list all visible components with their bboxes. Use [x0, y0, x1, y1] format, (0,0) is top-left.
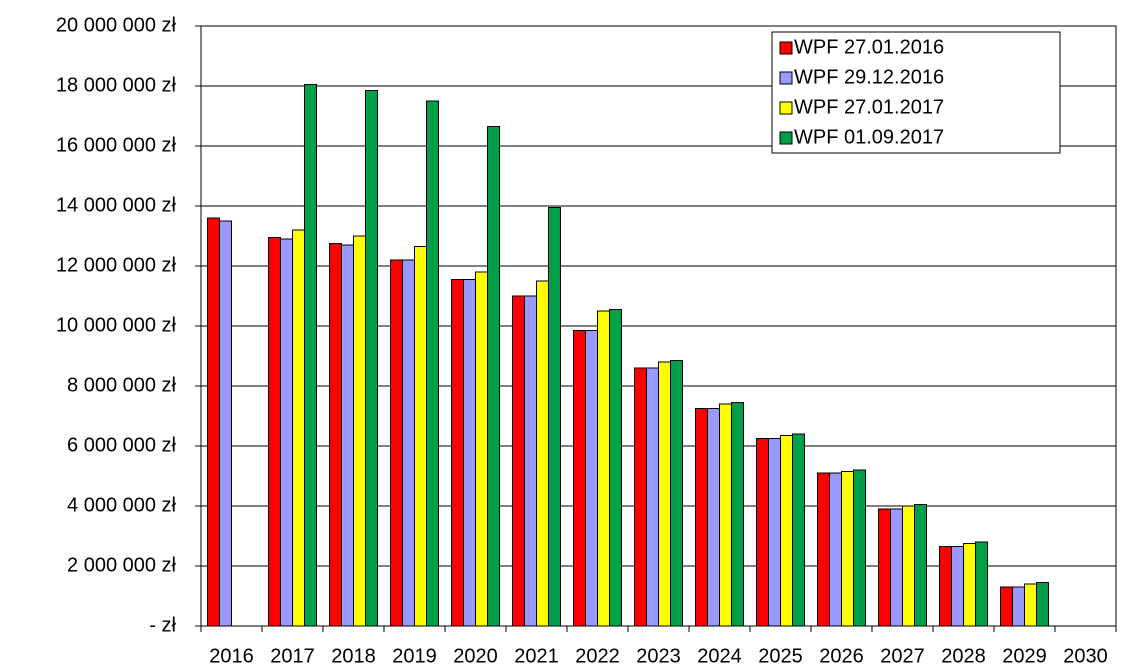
bar [829, 472, 842, 627]
y-tick-label: - zł [149, 614, 176, 636]
bar [646, 367, 659, 627]
y-tick-label: 4 000 000 zł [67, 494, 177, 516]
bar [548, 207, 561, 627]
bar [536, 280, 549, 627]
y-tick-label: 14 000 000 zł [56, 194, 177, 216]
x-tick-label: 2030 [1063, 645, 1108, 667]
bar [780, 435, 793, 627]
bar [792, 433, 805, 627]
bar [817, 472, 830, 627]
legend-label: WPF 27.01.2017 [794, 96, 944, 118]
y-tick-label: 2 000 000 zł [67, 554, 177, 576]
bar [365, 90, 378, 627]
bar [487, 126, 500, 627]
bar [731, 402, 744, 627]
legend-swatch [779, 41, 793, 55]
legend-swatch [779, 101, 793, 115]
bar [1012, 586, 1025, 627]
x-tick-label: 2022 [575, 645, 620, 667]
bar [341, 244, 354, 627]
x-tick-label: 2028 [941, 645, 986, 667]
bar [512, 295, 525, 627]
y-tick-label: 10 000 000 zł [56, 314, 177, 336]
bar [768, 438, 781, 627]
legend-box [771, 31, 1061, 154]
bar [975, 541, 988, 627]
bar [402, 259, 415, 627]
bar [390, 259, 403, 627]
x-tick-label: 2016 [209, 645, 254, 667]
y-tick-label: 16 000 000 zł [56, 134, 177, 156]
bar [1024, 583, 1037, 627]
bar [878, 508, 891, 627]
x-tick-label: 2020 [453, 645, 498, 667]
legend-label: WPF 27.01.2016 [794, 36, 944, 58]
bar [353, 235, 366, 627]
bar [719, 403, 732, 627]
y-tick-label: 20 000 000 zł [56, 14, 177, 36]
bar [1000, 586, 1013, 627]
legend-label: WPF 29.12.2016 [794, 66, 944, 88]
bar [207, 217, 220, 627]
bar [304, 84, 317, 627]
y-tick-label: 6 000 000 zł [67, 434, 177, 456]
legend-label: WPF 01.09.2017 [794, 126, 944, 148]
bar [658, 361, 671, 627]
x-tick-label: 2024 [697, 645, 742, 667]
bar [451, 279, 464, 627]
y-tick-label: 8 000 000 zł [67, 374, 177, 396]
bar [890, 508, 903, 627]
bar [670, 360, 683, 627]
bar [597, 310, 610, 627]
bar [463, 279, 476, 627]
y-tick-label: 12 000 000 zł [56, 254, 177, 276]
bar [280, 238, 293, 627]
bar [524, 295, 537, 627]
bar [939, 546, 952, 627]
legend-swatch [779, 71, 793, 85]
x-tick-label: 2021 [514, 645, 559, 667]
bar [426, 100, 439, 627]
bar [573, 330, 586, 627]
x-tick-label: 2029 [1002, 645, 1047, 667]
y-tick-label: 18 000 000 zł [56, 74, 177, 96]
x-tick-label: 2023 [636, 645, 681, 667]
legend-swatch [779, 131, 793, 145]
bar [292, 229, 305, 627]
bar [634, 367, 647, 627]
bar [951, 546, 964, 627]
bar [475, 271, 488, 627]
bar [268, 237, 281, 627]
x-tick-label: 2018 [331, 645, 376, 667]
bar [841, 471, 854, 627]
bar [695, 408, 708, 627]
bar [1036, 582, 1049, 627]
x-tick-label: 2027 [880, 645, 925, 667]
bar [756, 438, 769, 627]
bar [707, 408, 720, 627]
bar [219, 220, 232, 627]
x-tick-label: 2025 [758, 645, 803, 667]
bar [414, 246, 427, 627]
bar [963, 543, 976, 627]
bar [585, 330, 598, 627]
x-tick-label: 2026 [819, 645, 864, 667]
x-tick-label: 2019 [392, 645, 437, 667]
bar [853, 469, 866, 627]
bar [609, 309, 622, 627]
bar [914, 504, 927, 627]
bar [902, 505, 915, 627]
x-tick-label: 2017 [270, 645, 315, 667]
bar [329, 243, 342, 627]
